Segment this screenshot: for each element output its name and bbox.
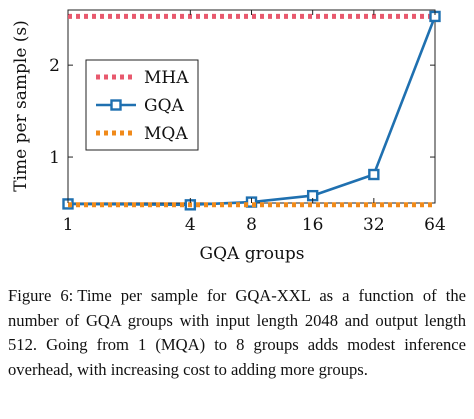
legend-items: MHA GQA MQA <box>96 68 189 144</box>
data-point-gqa <box>368 168 380 181</box>
caption-text: Time per sample for GQA-XXL as a functio… <box>8 286 466 379</box>
x-axis-label: GQA groups <box>200 244 305 264</box>
legend: MHA GQA MQA <box>85 59 199 151</box>
x-tick-label: 16 <box>302 215 324 235</box>
legend-marker-gqa <box>110 99 122 111</box>
x-tick-label: 64 <box>424 215 446 235</box>
x-tick-label: 1 <box>63 215 74 235</box>
y-tick-label: 1 <box>49 148 60 168</box>
x-tick-label: 4 <box>185 215 196 235</box>
series-line-gqa <box>67 15 437 207</box>
y-axis-label: Time per sample (s) <box>11 20 31 192</box>
x-tick-label: 32 <box>363 215 385 235</box>
x-tick-label: 8 <box>246 215 257 235</box>
y-tick-label: 2 <box>49 56 60 76</box>
chart: 1 4 8 16 32 64 1 2 Time per sample (s) GQA grou… <box>11 9 446 264</box>
legend-label-mha: MHA <box>144 68 189 88</box>
axis-layer: 1 4 8 16 32 64 1 2 <box>49 10 446 235</box>
caption-label: Figure 6: <box>8 286 74 305</box>
series-layer <box>62 10 441 211</box>
legend-label-gqa: GQA <box>144 96 185 116</box>
legend-label-mqa: MQA <box>144 124 188 144</box>
figure-caption: Figure 6: Time per sample for GQA-XXL as … <box>8 284 466 382</box>
